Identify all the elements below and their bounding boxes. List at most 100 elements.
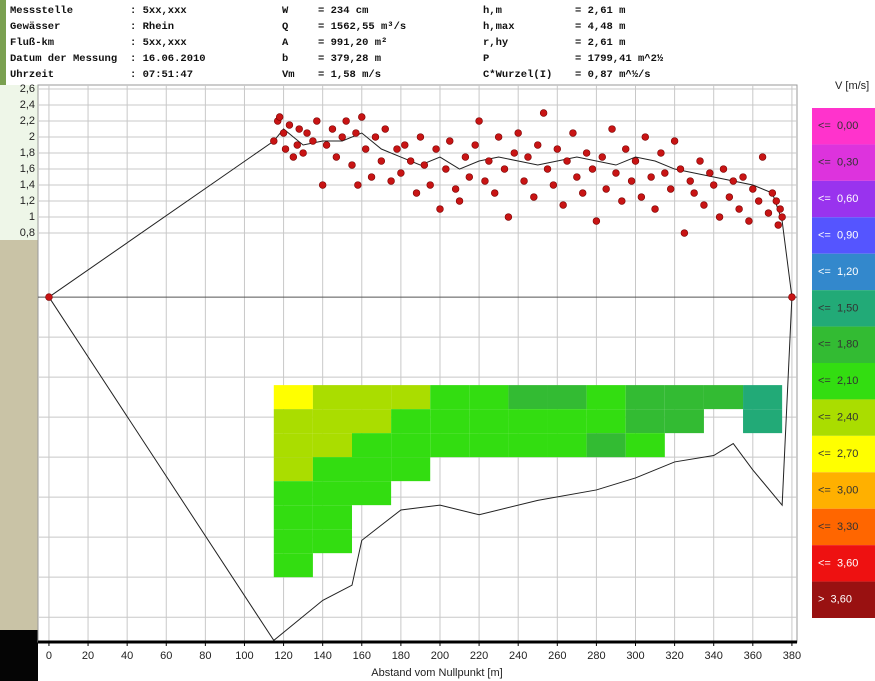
velocity-point: [452, 186, 459, 193]
velocity-point: [309, 138, 316, 145]
velocity-point: [353, 130, 360, 137]
velocity-point: [622, 146, 629, 153]
velocity-point: [667, 186, 674, 193]
velocity-point: [525, 154, 532, 161]
velocity-point: [501, 166, 508, 173]
header-value: = 4,48 m: [575, 21, 625, 33]
velocity-point: [466, 174, 473, 181]
velocity-cell: [430, 409, 469, 433]
y-tick-label: 1,8: [20, 147, 35, 159]
velocity-point: [716, 214, 723, 221]
legend-label: > 3,60: [818, 594, 852, 606]
header-label: A: [282, 37, 289, 49]
x-tick-label: 300: [626, 650, 644, 662]
legend-label: <= 3,00: [818, 484, 858, 496]
velocity-cell: [704, 385, 743, 409]
x-tick-label: 200: [431, 650, 449, 662]
velocity-point: [706, 170, 713, 177]
velocity-point: [437, 206, 444, 213]
velocity-cell: [313, 409, 352, 433]
velocity-point: [427, 182, 434, 189]
velocity-point: [276, 114, 283, 121]
velocity-cell: [352, 385, 391, 409]
velocity-cell: [352, 481, 391, 505]
velocity-point: [343, 118, 350, 125]
velocity-cell: [274, 481, 313, 505]
velocity-point: [579, 190, 586, 197]
y-tick-label: 1,6: [20, 163, 35, 175]
y-tick-label: 2,6: [20, 83, 35, 95]
velocity-cell: [469, 385, 508, 409]
velocity-point: [388, 178, 395, 185]
velocity-cell: [743, 409, 782, 433]
x-tick-label: 140: [313, 650, 331, 662]
header-value: : 5xx,xxx: [130, 5, 187, 17]
legend-label: <= 2,10: [818, 375, 858, 387]
header-value: : 07:51:47: [130, 69, 193, 81]
header-label: W: [282, 5, 289, 17]
velocity-point: [521, 178, 528, 185]
velocity-point: [613, 170, 620, 177]
velocity-point: [671, 138, 678, 145]
velocity-cell: [352, 457, 391, 481]
legend-label: <= 0,90: [818, 229, 858, 241]
header-value: : 5xx,xxx: [130, 37, 187, 49]
velocity-point: [769, 190, 776, 197]
legend-label: <= 0,00: [818, 120, 858, 132]
velocity-point: [554, 146, 561, 153]
velocity-point: [286, 122, 293, 129]
velocity-point: [300, 150, 307, 157]
velocity-point: [362, 146, 369, 153]
velocity-point: [491, 190, 498, 197]
legend-label: <= 1,80: [818, 339, 858, 351]
velocity-point: [710, 182, 717, 189]
legend-title: V [m/s]: [835, 80, 869, 92]
header-label: r,hy: [483, 37, 509, 49]
velocity-point: [730, 178, 737, 185]
header-value: = 1799,41 m^2½: [575, 53, 664, 65]
velocity-point: [570, 130, 577, 137]
velocity-point: [329, 126, 336, 133]
velocity-point: [560, 202, 567, 209]
velocity-point: [505, 214, 512, 221]
velocity-point: [773, 198, 780, 205]
velocity-point: [638, 194, 645, 201]
velocity-point: [270, 138, 277, 145]
velocity-cell: [587, 433, 626, 457]
velocity-cell: [352, 433, 391, 457]
velocity-point: [319, 182, 326, 189]
velocity-point: [603, 186, 610, 193]
velocity-cell: [313, 385, 352, 409]
y-tick-label: 2: [29, 131, 35, 143]
velocity-point: [407, 158, 414, 165]
header-label: Messstelle: [10, 5, 73, 17]
header-label: Gewässer: [10, 21, 60, 33]
side-photo: [0, 240, 38, 630]
velocity-point: [697, 158, 704, 165]
velocity-point: [687, 178, 694, 185]
x-tick-label: 360: [744, 650, 762, 662]
velocity-point: [358, 114, 365, 121]
velocity-cell: [626, 433, 665, 457]
legend-label: <= 1,20: [818, 266, 858, 278]
header-label: P: [483, 53, 489, 65]
velocity-point: [691, 190, 698, 197]
velocity-point: [282, 146, 289, 153]
y-tick-label: 1: [29, 211, 35, 223]
velocity-cell: [274, 505, 313, 529]
velocity-point: [564, 158, 571, 165]
velocity-cell: [391, 409, 430, 433]
velocity-cell: [274, 433, 313, 457]
y-tick-label: 2,2: [20, 115, 35, 127]
velocity-point: [534, 142, 541, 149]
velocity-point: [313, 118, 320, 125]
velocity-point: [382, 126, 389, 133]
velocity-point: [394, 146, 401, 153]
header-label: h,m: [483, 5, 502, 17]
header-label: Fluß-km: [10, 37, 54, 49]
velocity-point: [413, 190, 420, 197]
velocity-point: [304, 130, 311, 137]
velocity-point: [456, 198, 463, 205]
velocity-cell: [274, 529, 313, 553]
velocity-point: [658, 150, 665, 157]
